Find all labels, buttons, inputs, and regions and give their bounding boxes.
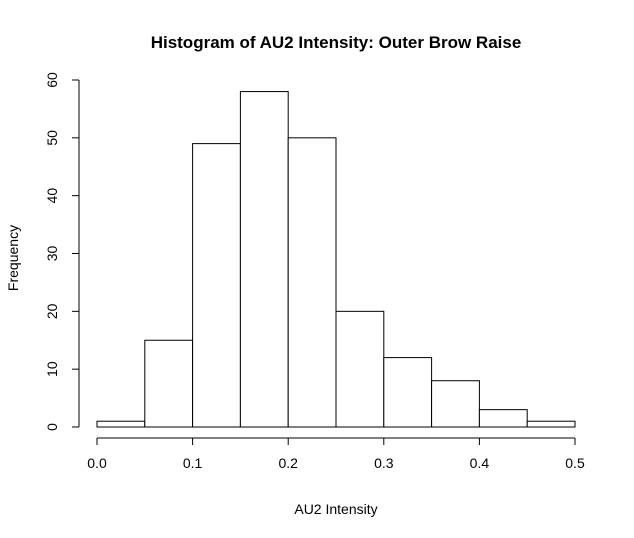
histogram-bar-1 bbox=[144, 339, 194, 428]
bars-group bbox=[96, 91, 576, 428]
x-tick-label-2: 0.2 bbox=[278, 455, 298, 471]
y-axis-label: Frequency bbox=[5, 225, 21, 291]
y-tick-label-1: 10 bbox=[44, 361, 60, 377]
y-tick-label-3: 30 bbox=[44, 246, 60, 262]
histogram-bar-6 bbox=[383, 357, 433, 428]
histogram-bar-5 bbox=[335, 310, 385, 428]
x-tick-label-5: 0.5 bbox=[565, 455, 585, 471]
histogram-bar-4 bbox=[287, 137, 337, 428]
y-tick-label-5: 50 bbox=[44, 130, 60, 146]
histogram-bar-3 bbox=[239, 91, 289, 428]
y-tick-label-6: 60 bbox=[44, 72, 60, 88]
x-tick-label-0: 0.0 bbox=[87, 455, 107, 471]
histogram-bar-7 bbox=[431, 380, 480, 428]
x-tick-label-4: 0.4 bbox=[470, 455, 490, 471]
y-tick-label-4: 40 bbox=[44, 188, 60, 204]
histogram-bar-8 bbox=[478, 409, 528, 428]
y-tick-label-0: 0 bbox=[44, 423, 60, 431]
histogram-bar-2 bbox=[192, 143, 241, 428]
histogram-bar-9 bbox=[526, 420, 576, 428]
y-axis: 0 10 20 30 40 50 60 bbox=[44, 72, 80, 431]
histogram-bar-0 bbox=[96, 420, 146, 428]
x-axis-label: AU2 Intensity bbox=[294, 501, 377, 517]
x-tick-label-3: 0.3 bbox=[374, 455, 394, 471]
y-tick-label-2: 20 bbox=[44, 303, 60, 319]
chart-title: Histogram of AU2 Intensity: Outer Brow R… bbox=[151, 33, 522, 52]
x-axis: 0.0 0.1 0.2 0.3 0.4 0.5 bbox=[87, 437, 585, 471]
x-tick-label-1: 0.1 bbox=[183, 455, 203, 471]
